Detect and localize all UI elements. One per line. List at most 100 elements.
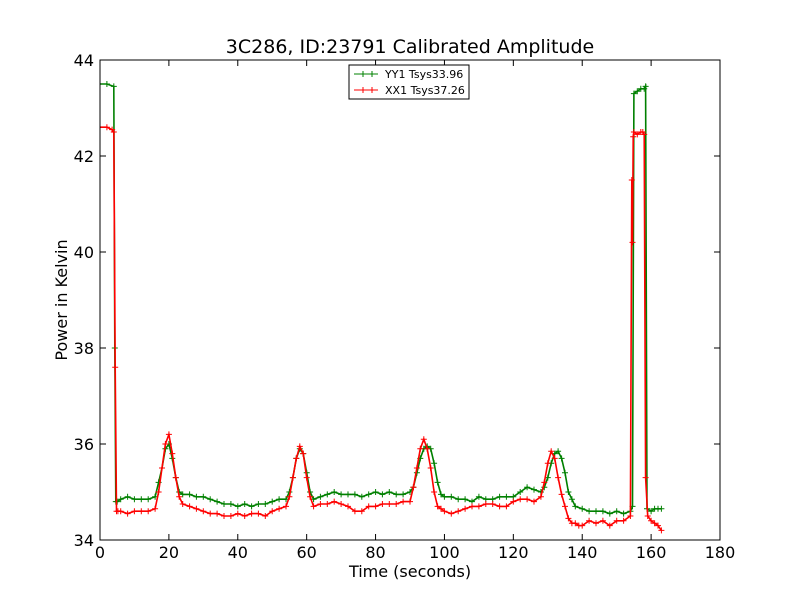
data-point bbox=[431, 460, 438, 467]
data-point bbox=[586, 508, 593, 515]
legend-entry-yy1: YY1 Tsys33.96 bbox=[354, 68, 463, 81]
data-point bbox=[462, 505, 469, 512]
data-point bbox=[176, 493, 183, 500]
data-point bbox=[351, 508, 358, 515]
data-point bbox=[276, 496, 283, 503]
plot-frame bbox=[99, 59, 721, 541]
data-point bbox=[562, 503, 568, 510]
data-point bbox=[424, 445, 431, 452]
data-point bbox=[434, 479, 441, 486]
data-point bbox=[541, 479, 548, 486]
data-point bbox=[441, 493, 448, 500]
data-point bbox=[417, 445, 424, 452]
data-point bbox=[269, 508, 276, 515]
tick-layer: 0 20 40 60 80 100 120 140 160 180 34 36 38 40 42 44 bbox=[74, 51, 736, 562]
data-point bbox=[496, 493, 503, 500]
y-tick-label: 44 bbox=[74, 51, 94, 70]
data-point bbox=[338, 501, 345, 507]
data-point bbox=[606, 510, 613, 517]
data-point bbox=[234, 503, 241, 510]
data-point bbox=[462, 496, 469, 503]
data-point bbox=[214, 498, 221, 505]
data-point bbox=[658, 527, 665, 534]
x-tick-label: 60 bbox=[296, 543, 316, 562]
data-point bbox=[255, 510, 262, 517]
data-point bbox=[393, 491, 400, 498]
data-point bbox=[307, 493, 314, 500]
data-point bbox=[296, 443, 303, 450]
x-tick-label: 40 bbox=[228, 543, 248, 562]
x-tick-label: 180 bbox=[705, 543, 736, 562]
data-point bbox=[269, 498, 276, 505]
series-line-1 bbox=[100, 126, 663, 531]
data-point bbox=[629, 239, 636, 246]
data-point bbox=[365, 491, 372, 498]
x-tick-label: 140 bbox=[567, 543, 598, 562]
data-point bbox=[517, 496, 524, 503]
data-point bbox=[620, 517, 627, 524]
data-point bbox=[227, 513, 234, 519]
legend-box bbox=[348, 64, 470, 100]
data-point bbox=[469, 503, 475, 510]
data-point bbox=[503, 493, 510, 500]
data-point bbox=[642, 474, 649, 481]
data-point bbox=[124, 493, 131, 500]
data-point bbox=[241, 501, 248, 507]
series-0 bbox=[100, 81, 665, 517]
data-point bbox=[558, 491, 565, 498]
data-point bbox=[599, 517, 606, 524]
data-point bbox=[496, 503, 503, 510]
y-axis-label: Power in Kelvin bbox=[52, 239, 71, 360]
data-point bbox=[448, 510, 455, 517]
data-point bbox=[630, 90, 637, 97]
data-point bbox=[613, 508, 620, 515]
data-point bbox=[386, 501, 393, 507]
data-point bbox=[303, 474, 310, 481]
data-point bbox=[568, 496, 575, 503]
data-point bbox=[372, 503, 379, 510]
data-point bbox=[642, 83, 649, 90]
y-tick-label: 36 bbox=[74, 435, 94, 454]
data-point bbox=[155, 489, 162, 495]
data-point bbox=[221, 501, 227, 507]
data-point bbox=[644, 513, 651, 519]
chart-title: 3C286, ID:23791 Calibrated Amplitude bbox=[226, 36, 594, 58]
data-point bbox=[555, 474, 562, 481]
legend-label-yy1: YY1 Tsys33.96 bbox=[384, 68, 463, 81]
data-point bbox=[300, 450, 307, 457]
legend-label-xx1: XX1 Tsys37.26 bbox=[385, 84, 465, 97]
data-point bbox=[475, 493, 482, 500]
x-tick-label: 100 bbox=[429, 543, 460, 562]
data-point bbox=[283, 503, 289, 510]
data-point bbox=[627, 513, 634, 519]
data-point bbox=[634, 88, 641, 95]
data-point bbox=[438, 491, 444, 498]
x-tick-label: 0 bbox=[95, 543, 105, 562]
data-point bbox=[214, 510, 221, 517]
data-point bbox=[628, 177, 635, 183]
data-point bbox=[599, 508, 606, 515]
data-point bbox=[544, 460, 551, 467]
data-point bbox=[276, 505, 283, 512]
data-point bbox=[630, 133, 637, 140]
data-point bbox=[248, 503, 255, 510]
data-point bbox=[221, 513, 227, 519]
data-point bbox=[186, 491, 193, 498]
data-point bbox=[286, 493, 293, 500]
data-point bbox=[345, 503, 351, 510]
data-point bbox=[117, 496, 124, 503]
data-point bbox=[400, 491, 407, 498]
data-point bbox=[448, 493, 455, 500]
data-point bbox=[372, 489, 379, 495]
data-point bbox=[475, 503, 482, 510]
data-point bbox=[510, 498, 517, 505]
data-point bbox=[558, 455, 565, 462]
data-point bbox=[138, 496, 145, 503]
data-point bbox=[331, 489, 338, 495]
data-point bbox=[562, 469, 568, 476]
data-point bbox=[179, 491, 186, 498]
data-point bbox=[593, 520, 599, 527]
data-point bbox=[407, 498, 413, 505]
data-point bbox=[255, 501, 262, 507]
series-line-0 bbox=[100, 83, 662, 515]
